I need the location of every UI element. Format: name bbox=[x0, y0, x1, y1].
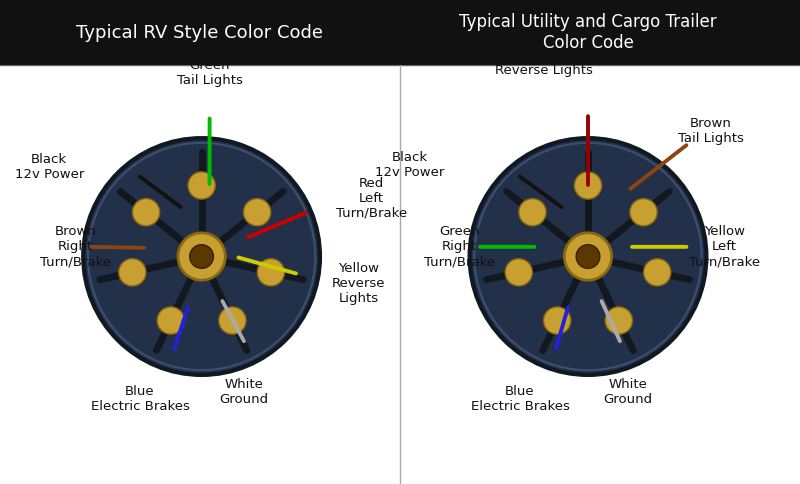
Text: White
Ground: White Ground bbox=[603, 378, 653, 406]
Text: Typical Utility and Cargo Trailer
Color Code: Typical Utility and Cargo Trailer Color … bbox=[459, 13, 717, 52]
Ellipse shape bbox=[606, 307, 633, 334]
Ellipse shape bbox=[178, 233, 226, 280]
Ellipse shape bbox=[564, 233, 612, 280]
Text: Yellow
Left
Turn/Brake: Yellow Left Turn/Brake bbox=[689, 226, 760, 268]
Text: Yellow
Reverse
Lights: Yellow Reverse Lights bbox=[332, 262, 386, 304]
Text: White
Ground: White Ground bbox=[219, 378, 269, 406]
Text: Red or Purple
Reverse Lights: Red or Purple Reverse Lights bbox=[495, 49, 593, 77]
Ellipse shape bbox=[133, 198, 160, 226]
Ellipse shape bbox=[576, 245, 600, 268]
Ellipse shape bbox=[83, 138, 320, 375]
Text: Red
Left
Turn/Brake: Red Left Turn/Brake bbox=[336, 177, 407, 220]
Ellipse shape bbox=[118, 259, 146, 286]
Ellipse shape bbox=[644, 259, 671, 286]
Ellipse shape bbox=[574, 172, 602, 199]
Ellipse shape bbox=[258, 259, 285, 286]
Ellipse shape bbox=[243, 198, 270, 226]
Text: Green
Right
Turn/Brake: Green Right Turn/Brake bbox=[424, 226, 495, 268]
Text: Brown
Right
Turn/Brake: Brown Right Turn/Brake bbox=[40, 226, 111, 268]
Ellipse shape bbox=[505, 259, 532, 286]
Ellipse shape bbox=[543, 307, 570, 334]
Ellipse shape bbox=[157, 307, 184, 334]
Text: Black
12v Power: Black 12v Power bbox=[14, 153, 84, 181]
Ellipse shape bbox=[219, 307, 246, 334]
Bar bbox=[0, 0, 800, 65]
Ellipse shape bbox=[519, 198, 546, 226]
Ellipse shape bbox=[190, 245, 214, 268]
Ellipse shape bbox=[188, 172, 215, 199]
Ellipse shape bbox=[470, 138, 706, 375]
Text: Blue
Electric Brakes: Blue Electric Brakes bbox=[90, 385, 190, 413]
Ellipse shape bbox=[630, 198, 657, 226]
Text: Green
Tail Lights: Green Tail Lights bbox=[177, 59, 242, 87]
Text: Black
12v Power: Black 12v Power bbox=[374, 151, 444, 179]
Text: Typical RV Style Color Code: Typical RV Style Color Code bbox=[77, 24, 323, 42]
Text: Brown
Tail Lights: Brown Tail Lights bbox=[678, 117, 744, 145]
Text: Blue
Electric Brakes: Blue Electric Brakes bbox=[470, 385, 570, 413]
